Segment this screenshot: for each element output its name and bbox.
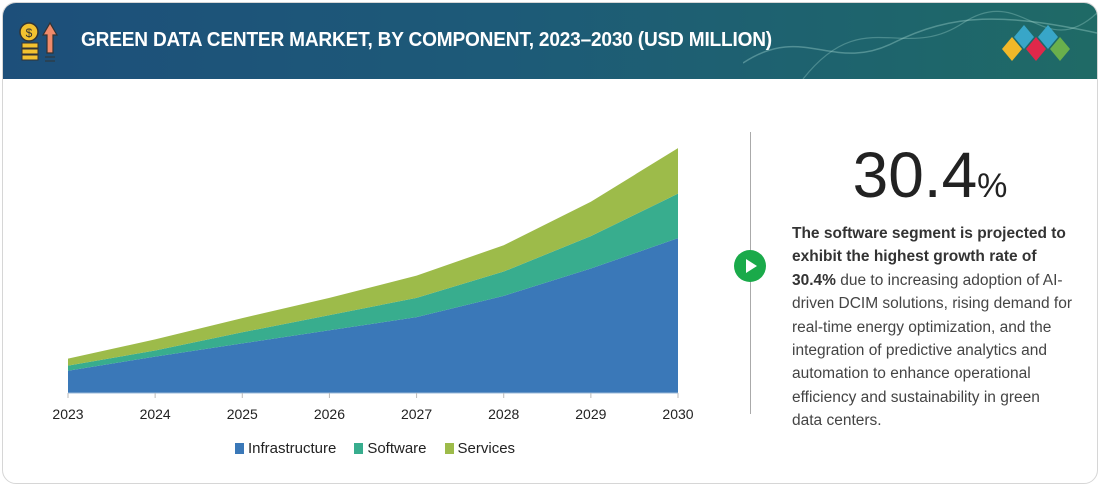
legend-swatch [354,443,364,454]
decorative-waves [743,10,1097,79]
x-tick-label: 2028 [488,406,519,422]
x-tick-label: 2027 [401,406,432,422]
area-infrastructure [68,238,678,393]
x-tick-label: 2023 [52,406,83,422]
description-text: due to increasing adoption of AI-driven … [792,271,1072,430]
legend-swatch [234,443,244,454]
highlight-description: The software segment is projected to exh… [792,222,1074,433]
legend-label: Services [457,440,516,457]
x-tick-label: 2029 [575,406,606,422]
svg-text:$: $ [26,26,33,40]
x-tick-label: 2025 [227,406,258,422]
play-icon[interactable] [734,250,766,282]
x-tick-label: 2026 [314,406,345,422]
growth-rate-number: 30.4 [852,139,978,211]
legend-item-infrastructure: Infrastructure [234,440,337,457]
chart-title: GREEN DATA CENTER MARKET, BY COMPONENT, … [81,28,772,51]
diamond-logo [1002,25,1070,61]
x-tick-label: 2024 [140,406,171,422]
chart-legend: Infrastructure Software Services [0,440,750,457]
header-banner: $ GREEN DATA CENTER MARKET, BY COMPONENT… [3,3,1097,79]
legend-label: Infrastructure [247,440,337,457]
legend-swatch [444,443,454,454]
growth-rate-unit: % [977,167,1008,205]
legend-label: Software [367,440,427,457]
description-bold: The software segment is projected to exh… [792,225,1066,289]
legend-item-services: Services [444,440,516,457]
legend-item-software: Software [354,440,427,457]
money-growth-icon: $ [19,21,59,62]
x-tick-label: 2030 [662,406,693,422]
growth-rate-value: 30.4% [790,138,1070,212]
